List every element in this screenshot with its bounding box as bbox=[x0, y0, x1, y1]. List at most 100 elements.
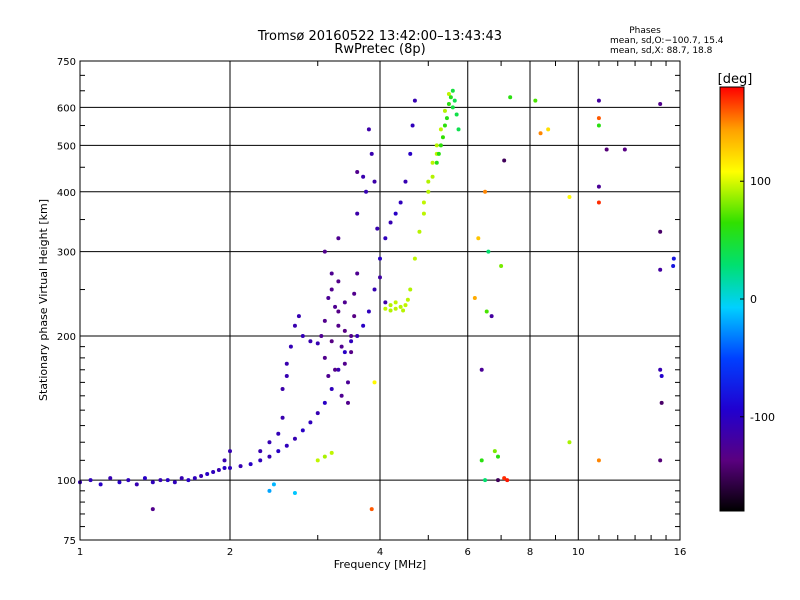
data-point bbox=[369, 151, 374, 156]
data-point bbox=[567, 440, 572, 445]
data-point bbox=[216, 468, 221, 473]
data-point bbox=[258, 458, 263, 463]
y-axis-label: Stationary phase Virtual Height [km] bbox=[37, 199, 50, 401]
data-point bbox=[495, 454, 500, 459]
data-point bbox=[333, 304, 338, 309]
data-point bbox=[222, 458, 227, 463]
data-point bbox=[505, 478, 510, 483]
data-point bbox=[421, 211, 426, 216]
data-point bbox=[446, 101, 451, 106]
data-point bbox=[342, 350, 347, 355]
data-point bbox=[345, 380, 350, 385]
data-point bbox=[352, 291, 357, 296]
data-point bbox=[442, 108, 447, 113]
x-axis: 1 2 4 6 8 10 16 bbox=[77, 61, 686, 558]
colorbar-ticks: 100 0 -100 bbox=[740, 175, 775, 424]
data-point bbox=[267, 454, 272, 459]
data-point bbox=[484, 309, 489, 314]
data-point bbox=[284, 373, 289, 378]
data-point bbox=[492, 449, 497, 454]
data-point bbox=[444, 116, 449, 121]
data-point bbox=[426, 179, 431, 184]
colorbar-tick-label: 0 bbox=[750, 293, 757, 306]
data-point bbox=[372, 380, 377, 385]
data-point bbox=[622, 147, 627, 152]
data-point bbox=[172, 480, 177, 485]
data-point bbox=[398, 304, 403, 309]
data-point bbox=[333, 367, 338, 372]
data-point bbox=[292, 491, 297, 496]
data-point bbox=[596, 200, 601, 205]
data-point bbox=[342, 361, 347, 366]
data-point bbox=[430, 160, 435, 165]
data-point bbox=[448, 95, 453, 100]
x-axis-label: Frequency [MHz] bbox=[334, 558, 426, 571]
data-point bbox=[228, 466, 232, 471]
data-point bbox=[538, 131, 543, 136]
colorbar-tick-label: 100 bbox=[750, 175, 771, 188]
data-point bbox=[658, 458, 663, 463]
data-point bbox=[322, 355, 327, 360]
data-point bbox=[378, 256, 382, 261]
data-point bbox=[393, 211, 398, 216]
data-point bbox=[567, 195, 572, 200]
data-point bbox=[98, 482, 103, 487]
data-point bbox=[329, 450, 334, 455]
data-point bbox=[412, 98, 417, 103]
y-axis: 75 100 200 300 400 500 600 750 bbox=[57, 57, 680, 547]
data-point bbox=[508, 95, 513, 100]
data-point bbox=[276, 431, 281, 436]
data-point bbox=[671, 256, 676, 261]
data-point bbox=[408, 287, 413, 292]
data-points bbox=[78, 88, 676, 512]
data-point bbox=[393, 300, 398, 305]
data-point bbox=[479, 367, 484, 372]
data-point bbox=[364, 189, 369, 194]
plot-frame bbox=[79, 60, 681, 541]
data-point bbox=[308, 420, 313, 425]
data-point bbox=[388, 220, 393, 225]
data-point bbox=[372, 287, 377, 292]
data-point bbox=[658, 101, 663, 106]
data-point bbox=[410, 123, 415, 128]
data-point bbox=[308, 339, 313, 344]
chart-subtitle: RwPretec (8p) bbox=[334, 42, 425, 57]
y-tick-label: 600 bbox=[57, 103, 76, 114]
data-point bbox=[450, 105, 455, 110]
data-point bbox=[403, 179, 408, 184]
data-point bbox=[483, 478, 488, 483]
data-point bbox=[533, 98, 538, 103]
data-point bbox=[280, 415, 285, 420]
grid-lines bbox=[80, 61, 680, 540]
data-point bbox=[446, 91, 451, 96]
data-point bbox=[393, 306, 398, 311]
data-point bbox=[671, 263, 676, 268]
data-point bbox=[280, 386, 285, 391]
data-point bbox=[342, 328, 347, 333]
data-point bbox=[336, 236, 341, 241]
data-point bbox=[134, 482, 139, 487]
data-point bbox=[450, 88, 455, 93]
data-point bbox=[248, 462, 253, 467]
data-point bbox=[355, 169, 360, 174]
data-point bbox=[315, 411, 320, 416]
data-point bbox=[426, 189, 431, 194]
data-point bbox=[296, 314, 301, 319]
data-point bbox=[659, 373, 664, 378]
data-point bbox=[205, 472, 210, 477]
data-point bbox=[267, 440, 272, 445]
data-point bbox=[658, 367, 663, 372]
data-point bbox=[284, 361, 289, 366]
data-point bbox=[398, 200, 403, 205]
data-point bbox=[300, 333, 305, 338]
data-point bbox=[329, 271, 334, 276]
data-point bbox=[192, 476, 197, 481]
data-point bbox=[150, 507, 155, 512]
data-point bbox=[126, 478, 131, 483]
stats-x-mode: mean, sd,X: 88.7, 18.8 bbox=[610, 46, 713, 56]
data-point bbox=[658, 229, 663, 234]
data-point bbox=[452, 98, 457, 103]
data-point bbox=[276, 449, 281, 454]
stats-o-mode: mean, sd,O:−100.7, 15.4 bbox=[610, 36, 724, 46]
data-point bbox=[483, 189, 488, 194]
